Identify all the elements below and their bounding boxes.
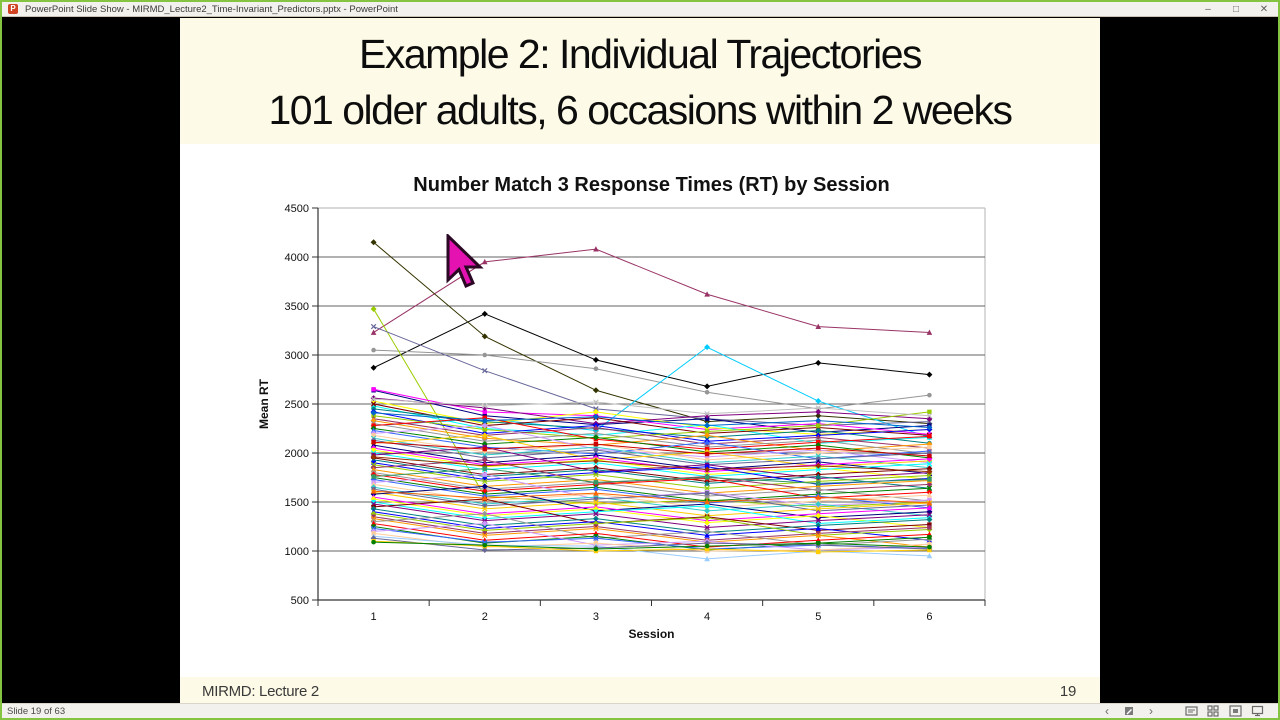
powerpoint-app-icon: P [8,4,18,14]
trajectory-series [370,510,933,539]
slide-menu-icon[interactable] [1180,705,1202,718]
svg-text:3: 3 [593,611,599,623]
trajectory-series [370,488,933,506]
slide-title-line1: Example 2: Individual Trajectories [358,31,923,77]
close-button[interactable]: ✕ [1259,3,1269,15]
svg-text:2000: 2000 [285,448,309,460]
svg-text:5: 5 [815,611,821,623]
zoom-slide-icon[interactable] [1224,705,1246,718]
svg-text:1500: 1500 [285,497,309,509]
monitor-view-icon[interactable] [1246,705,1268,718]
trajectory-series [371,347,932,412]
trajectory-series [371,440,932,459]
svg-text:Session: Session [628,627,674,641]
footer-course-label: MIRMD: Lecture 2 [202,683,319,700]
slide[interactable]: Example 2: Individual Trajectories 101 o… [180,18,1100,704]
trajectory-series [371,466,932,486]
grid-view-icon[interactable] [1202,705,1224,718]
slide-indicator: Slide 19 of 63 [7,705,66,717]
trajectory-series [370,239,933,427]
annotation-pen-icon[interactable] [1118,705,1140,718]
window-titlebar: P PowerPoint Slide Show - MIRMD_Lecture2… [2,2,1278,17]
trajectory-series [370,323,933,429]
trajectory-series [370,409,933,431]
status-bar: Slide 19 of 63 ‹ › [2,703,1278,718]
minimize-button[interactable]: – [1205,3,1211,15]
trajectory-series [370,453,933,475]
trajectory-series [370,246,933,335]
restore-button[interactable]: □ [1232,3,1240,15]
trajectory-series [370,396,933,419]
svg-text:6: 6 [926,611,932,623]
svg-text:4000: 4000 [285,252,309,264]
svg-text:1: 1 [371,611,377,623]
next-slide-icon[interactable]: › [1149,704,1153,718]
svg-text:4: 4 [704,611,710,623]
presentation-area: Example 2: Individual Trajectories 101 o… [2,18,1278,704]
svg-text:4500: 4500 [285,203,309,215]
svg-text:3500: 3500 [285,301,309,313]
rt-chart: 500 1000 1500 2000 2500 3000 3500 4000 4500 1 2 3 4 5… [257,174,986,641]
svg-text:1000: 1000 [285,546,309,558]
svg-text:2: 2 [482,611,488,623]
svg-text:Mean RT: Mean RT [257,378,271,429]
svg-text:2500: 2500 [285,399,309,411]
trajectory-series [370,395,933,427]
slide-title-line2: 101 older adults, 6 occasions within 2 w… [268,87,1013,133]
slide-title: Example 2: Individual Trajectories 101 o… [180,18,1100,138]
trajectory-series [370,310,933,390]
svg-text:3000: 3000 [285,350,309,362]
slide-footer: MIRMD: Lecture 2 19 [180,677,1100,704]
svg-text:Number Match 3 Response Times: Number Match 3 Response Times (RT) by Se… [413,174,889,196]
trajectory-series [371,539,932,552]
window-title: PowerPoint Slide Show - MIRMD_Lecture2_T… [25,3,398,15]
chart-block: 500 1000 1500 2000 2500 3000 3500 4000 4500 1 2 3 4 5… [180,144,1100,677]
footer-slide-number: 19 [1059,683,1076,700]
previous-slide-icon[interactable]: ‹ [1105,704,1109,718]
svg-text:500: 500 [291,595,309,607]
